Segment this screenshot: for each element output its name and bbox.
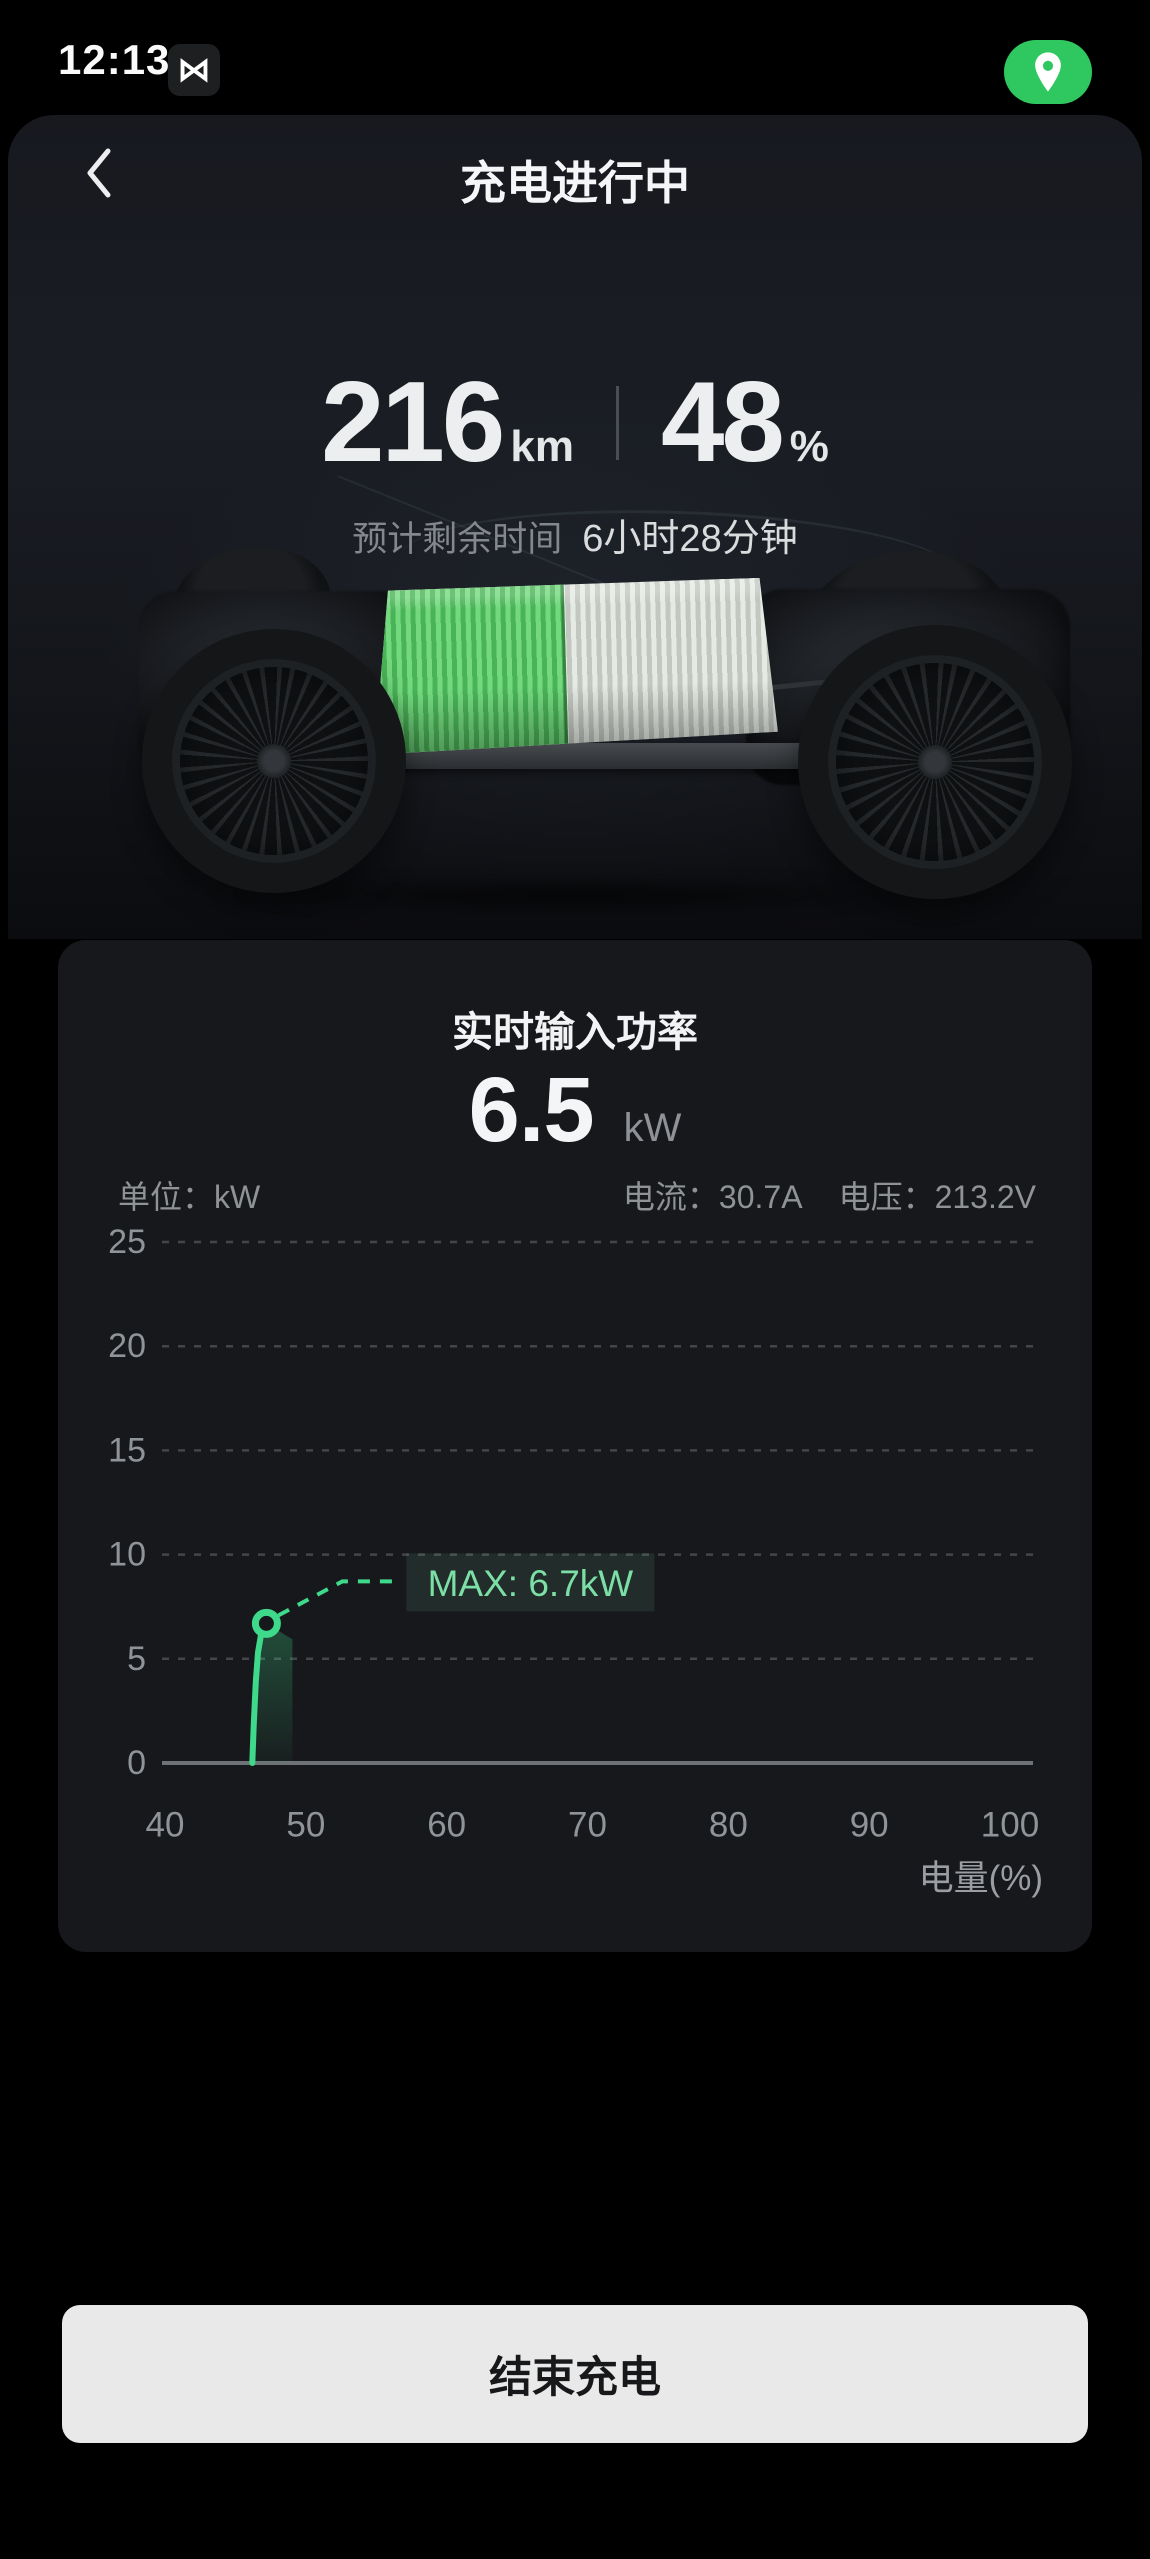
nav-bar: 充电进行中 xyxy=(8,115,1142,227)
location-pill-button[interactable] xyxy=(1004,40,1092,104)
max-annotation-box xyxy=(406,1553,655,1612)
x-tick-label: 100 xyxy=(981,1806,1039,1845)
y-tick-label: 25 xyxy=(108,1223,146,1261)
front-wheel xyxy=(798,625,1072,899)
chart-marker xyxy=(251,1608,281,1638)
x-tick-label: 40 xyxy=(146,1806,185,1845)
stats-divider xyxy=(615,385,619,460)
power-chart: 0 5 10 15 20 25 40 50 60 70 80 90 100 电量(%) MAX: 6.7kW xyxy=(108,1223,1043,1898)
end-charging-label: 结束充电 xyxy=(489,2354,661,2402)
y-tick-label: 20 xyxy=(108,1327,146,1365)
x-tick-label: 60 xyxy=(427,1806,466,1845)
power-reading: 6.5 kW xyxy=(58,1058,1092,1163)
page-title: 充电进行中 xyxy=(460,157,690,209)
hero-panel: 充电进行中 216 km 48 % 预计剩余时间 6小时28分钟 xyxy=(8,115,1142,939)
eta-label: 预计剩余时间 xyxy=(352,520,563,559)
electrical-readings: 电流：30.7A 电压：213.2V xyxy=(623,1172,1036,1218)
y-tick-label: 5 xyxy=(127,1640,146,1678)
x-tick-label: 90 xyxy=(850,1806,889,1845)
chart-area-fill xyxy=(252,1623,293,1763)
soc-stat: 48 % xyxy=(661,357,829,488)
location-pin-icon xyxy=(1035,52,1061,92)
max-callout-line xyxy=(277,1579,399,1618)
range-stat: 216 km xyxy=(321,357,574,488)
status-bar: 12:13 ⋈ xyxy=(0,0,1150,115)
network-status-icon: ⋈ xyxy=(168,44,220,96)
power-unit: kW xyxy=(623,1106,682,1150)
chart-meta-row: 单位：kW 电流：30.7A 电压：213.2V xyxy=(118,1172,1036,1218)
range-unit: km xyxy=(510,422,574,471)
voltage-reading: 电压：213.2V xyxy=(838,1179,1036,1215)
bowtie-icon: ⋈ xyxy=(177,51,211,89)
y-tick-label: 0 xyxy=(127,1744,146,1782)
y-tick-label: 15 xyxy=(108,1431,146,1469)
chart-unit-label: 单位：kW xyxy=(118,1179,261,1215)
current-reading: 电流：30.7A xyxy=(622,1179,803,1215)
ev-chassis-illustration xyxy=(8,475,1142,939)
back-button[interactable] xyxy=(66,141,130,205)
clock-time: 12:13 xyxy=(58,36,171,83)
chevron-left-icon xyxy=(87,148,111,198)
x-tick-label: 70 xyxy=(568,1806,607,1845)
soc-unit: % xyxy=(789,422,829,471)
rear-wheel xyxy=(142,629,406,893)
power-value: 6.5 xyxy=(468,1059,595,1161)
range-value: 216 xyxy=(321,359,505,486)
eta-row: 预计剩余时间 6小时28分钟 xyxy=(8,507,1142,562)
power-card: 实时输入功率 6.5 kW 单位：kW 电流：30.7A 电压：213.2V 0… xyxy=(58,940,1092,1952)
max-annotation: MAX: 6.7kW xyxy=(428,1563,634,1604)
x-tick-label: 50 xyxy=(286,1806,325,1845)
soc-value: 48 xyxy=(660,359,785,486)
x-tick-label: 80 xyxy=(709,1806,748,1845)
charge-stats: 216 km 48 % xyxy=(8,357,1142,488)
y-tick-label: 10 xyxy=(108,1536,146,1574)
x-axis-title: 电量(%) xyxy=(919,1859,1043,1898)
power-card-title: 实时输入功率 xyxy=(452,1009,698,1055)
battery-pack xyxy=(370,577,778,754)
eta-value: 6小时28分钟 xyxy=(582,518,798,560)
end-charging-button[interactable]: 结束充电 xyxy=(62,2305,1088,2443)
